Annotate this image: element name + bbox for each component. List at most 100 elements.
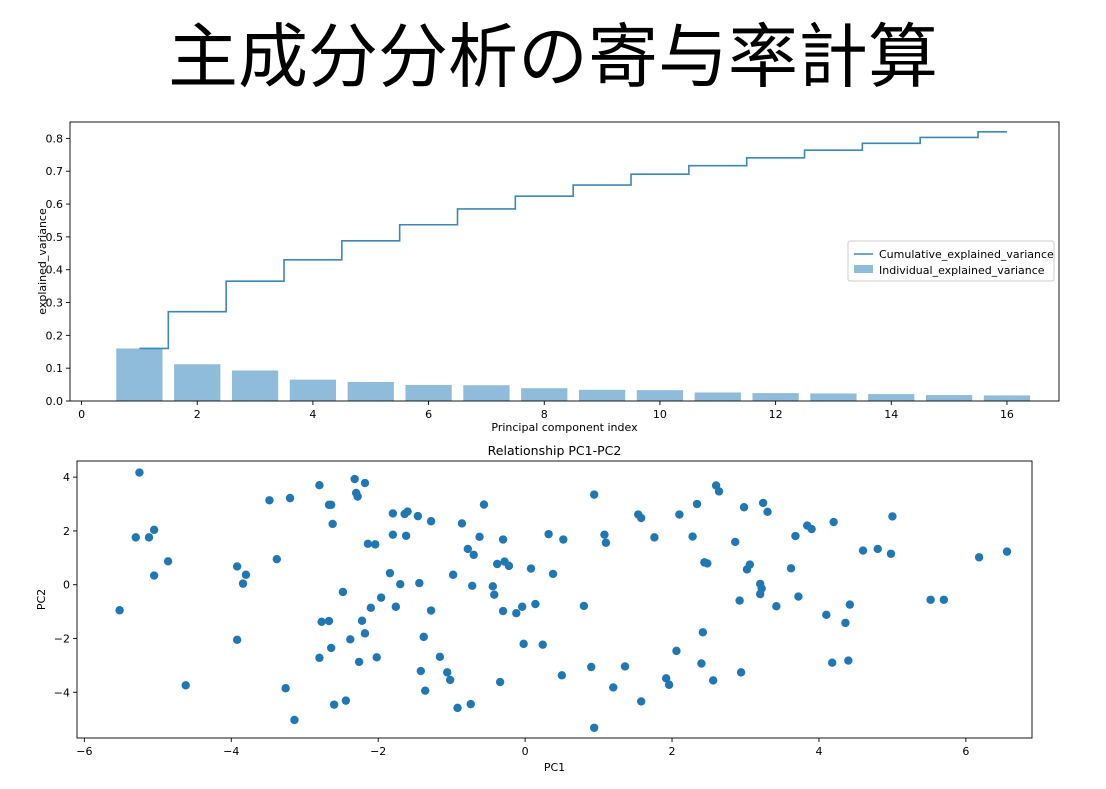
x-tick-label: 2 [669,745,676,758]
scatter-point [376,593,386,602]
scatter-x-axis-label: PC1 [544,761,565,774]
scatter-point [403,507,412,516]
scatter-point [232,562,242,571]
scatter-point [688,532,697,541]
scatter-point [739,503,749,512]
scatter-point [135,468,144,477]
scatter-point [435,652,445,661]
scatter-point [326,500,336,510]
scatter-point [650,533,659,542]
scatter-point [758,498,768,508]
scatter-point [697,659,706,668]
y-tick-label: 0.0 [46,395,64,408]
scatter-point [357,616,367,625]
scatter-point [708,676,718,685]
variance-bar [983,395,1031,401]
scatter-point [664,680,674,689]
scatter-point [317,617,326,627]
scatter-point [589,490,599,499]
scatter-point [272,554,282,564]
scatter-point [888,512,897,521]
scatter-point [538,640,547,649]
scatter-point [396,579,405,589]
scatter-point [421,686,430,695]
scatter-point [498,535,508,544]
scatter-point [807,524,816,534]
scatter-point [388,509,398,518]
scatter-point [463,544,473,554]
scatter-point [443,668,452,677]
y-tick-label: 0.6 [46,198,64,211]
scatter-point [372,653,381,662]
scatter-point [736,668,746,677]
scatter-point [526,564,536,573]
scatter-point [519,639,528,649]
plot-frame [69,121,1060,402]
scatter-point [360,629,370,638]
scatter-point [448,570,458,579]
scatter-point [512,609,521,618]
scatter-point [822,610,831,620]
scatter-point [609,683,618,692]
y-tick-label: 2 [63,525,70,538]
scatter-point [413,511,423,521]
scatter-point [488,582,497,591]
y-tick-label: −4 [54,686,70,699]
y-tick-label: 0.7 [46,165,64,178]
x-tick-label: −2 [370,745,386,758]
scatter-y-axis-label: PC2 [35,589,48,610]
variance-bar [578,389,626,401]
variance-bar [405,384,452,401]
scatter-point [426,517,436,526]
scatter-point [353,492,362,501]
scatter-point [426,606,436,615]
scatter-point [350,474,359,484]
y-tick-label: 4 [63,471,70,484]
scatter-point [579,601,589,611]
variance-bar [521,388,568,401]
variance-bar [347,381,394,401]
scatter-point [479,500,489,509]
scatter-point [149,525,159,535]
scatter-point [841,618,850,628]
variance-bar [116,348,163,401]
x-axis-label: Principal component index [491,421,638,434]
legend-label-individual: Individual_explained_variance [879,264,1045,277]
scatter-point [363,539,373,549]
scatter-point [385,568,395,578]
scatter-point [791,531,800,541]
scatter-point [468,581,477,590]
scatter-point [714,487,724,496]
scatter-point [601,538,611,547]
scatter-point [845,600,855,609]
x-tick-label: 12 [769,408,783,421]
x-tick-label: 0 [522,745,529,758]
scatter-point [827,658,837,667]
legend-label-cumulative: Cumulative_explained_variance [879,248,1054,261]
scatter-point [144,533,154,542]
cumulative-step-line [139,131,1007,350]
scatter-title: Relationship PC1-PC2 [488,443,622,458]
scatter-point [517,602,527,611]
x-tick-label: −6 [76,745,92,758]
x-tick-label: −4 [223,745,239,758]
x-tick-label: 14 [884,408,898,421]
scatter-point [457,519,467,528]
scatter-point [149,571,159,580]
scatter-point [391,602,401,611]
scatter-point [504,561,514,571]
x-tick-label: 4 [815,745,822,758]
variance-bar [810,393,857,401]
scatter-point [338,587,348,597]
legend-bar-swatch [854,265,873,273]
scatter-point [115,606,124,615]
scatter-point [661,674,671,683]
scatter-point [844,656,853,665]
scatter-point [873,544,882,554]
scatter-point [490,590,499,599]
x-tick-label: 2 [194,408,201,421]
scatter-point [886,549,896,558]
scatter-point [557,671,567,680]
scatter-point [265,496,274,505]
